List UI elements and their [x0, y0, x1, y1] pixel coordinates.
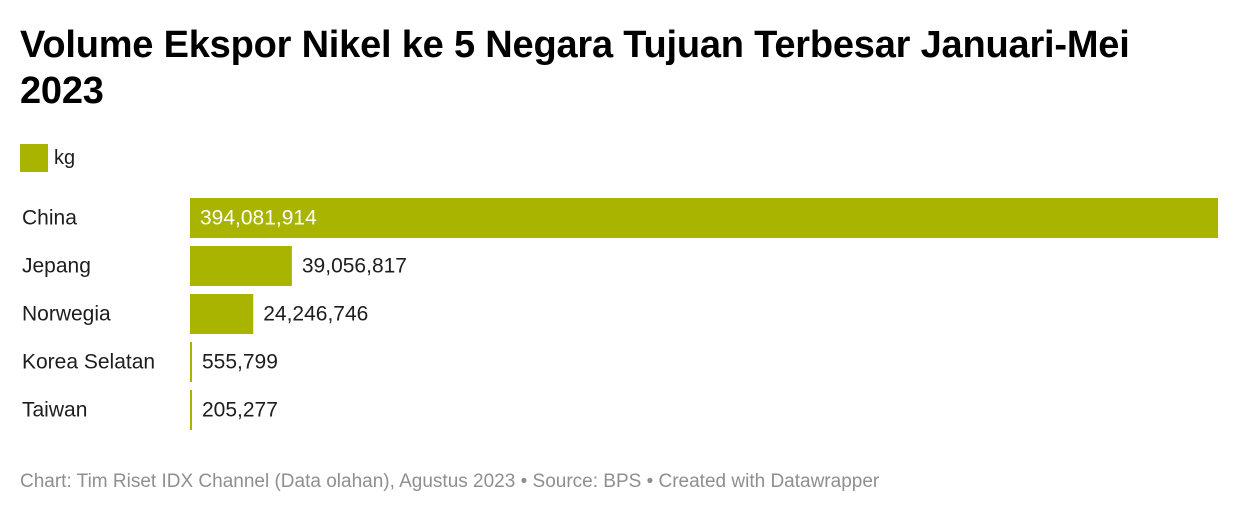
value-label: 39,056,817 — [302, 255, 407, 278]
category-label: Korea Selatan — [22, 351, 155, 374]
category-label: Taiwan — [22, 399, 87, 422]
bar — [190, 246, 292, 286]
value-label: 24,246,746 — [263, 303, 368, 326]
legend: kg — [20, 144, 75, 172]
legend-swatch — [20, 144, 48, 172]
chart-title: Volume Ekspor Nikel ke 5 Negara Tujuan T… — [20, 24, 1130, 112]
bar — [190, 198, 1218, 238]
bar — [190, 390, 192, 430]
chart-footer: Chart: Tim Riset IDX Channel (Data olaha… — [20, 471, 880, 492]
category-label: Jepang — [22, 255, 91, 278]
bar — [190, 294, 254, 334]
bar — [190, 342, 192, 382]
category-label: China — [22, 207, 77, 230]
legend-label: kg — [54, 146, 76, 169]
category-label: Norwegia — [22, 303, 111, 326]
value-label: 394,081,914 — [200, 207, 317, 230]
value-label: 555,799 — [202, 351, 278, 374]
value-label: 205,277 — [202, 399, 278, 422]
